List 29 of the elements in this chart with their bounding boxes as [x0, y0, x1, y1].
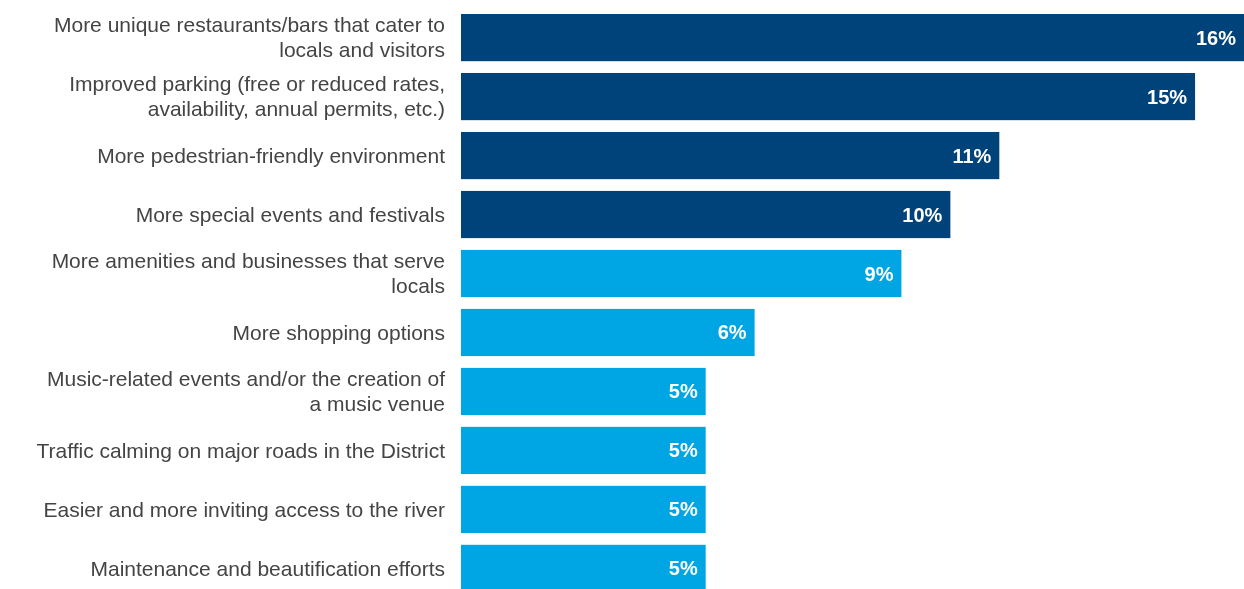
bar: [461, 308, 755, 357]
data-label: 5%: [668, 380, 698, 403]
data-label: 11%: [952, 144, 992, 167]
bar: [461, 367, 706, 416]
data-label: 9%: [864, 262, 894, 285]
data-label: 5%: [668, 439, 698, 462]
y-tick-label: Maintenance and beautification efforts: [90, 556, 445, 580]
y-tick-label: Easier and more inviting access to the river: [43, 497, 445, 521]
data-label: 5%: [668, 557, 698, 580]
y-tick-label: More pedestrian-friendly environment: [97, 143, 446, 167]
data-label: 15%: [1147, 85, 1188, 108]
bar: [461, 249, 902, 298]
bar: [461, 72, 1196, 121]
bar: [461, 485, 706, 534]
bar: [461, 190, 951, 239]
bar: [461, 14, 1244, 62]
bar: [461, 131, 1000, 180]
data-label: 6%: [717, 321, 747, 344]
data-label: 16%: [1195, 26, 1237, 49]
y-tick-label: Traffic calming on major roads in the District: [36, 438, 446, 462]
bar: [461, 426, 706, 475]
y-tick-label: More shopping options: [232, 320, 445, 344]
y-tick-label: Music-related events and/or the creation of a music venue: [46, 367, 446, 416]
y-tick-label: More special events and festivals: [135, 202, 445, 226]
y-tick-label: More unique restaurants/bars that cater to locals and visitors: [53, 13, 445, 62]
y-tick-label: Improved parking (free or reduced rates, availability, annual permits, etc.): [69, 72, 445, 121]
data-label: 5%: [668, 498, 698, 521]
y-tick-label: More amenities and businesses that serve locals: [51, 249, 445, 298]
data-label: 10%: [902, 203, 943, 226]
